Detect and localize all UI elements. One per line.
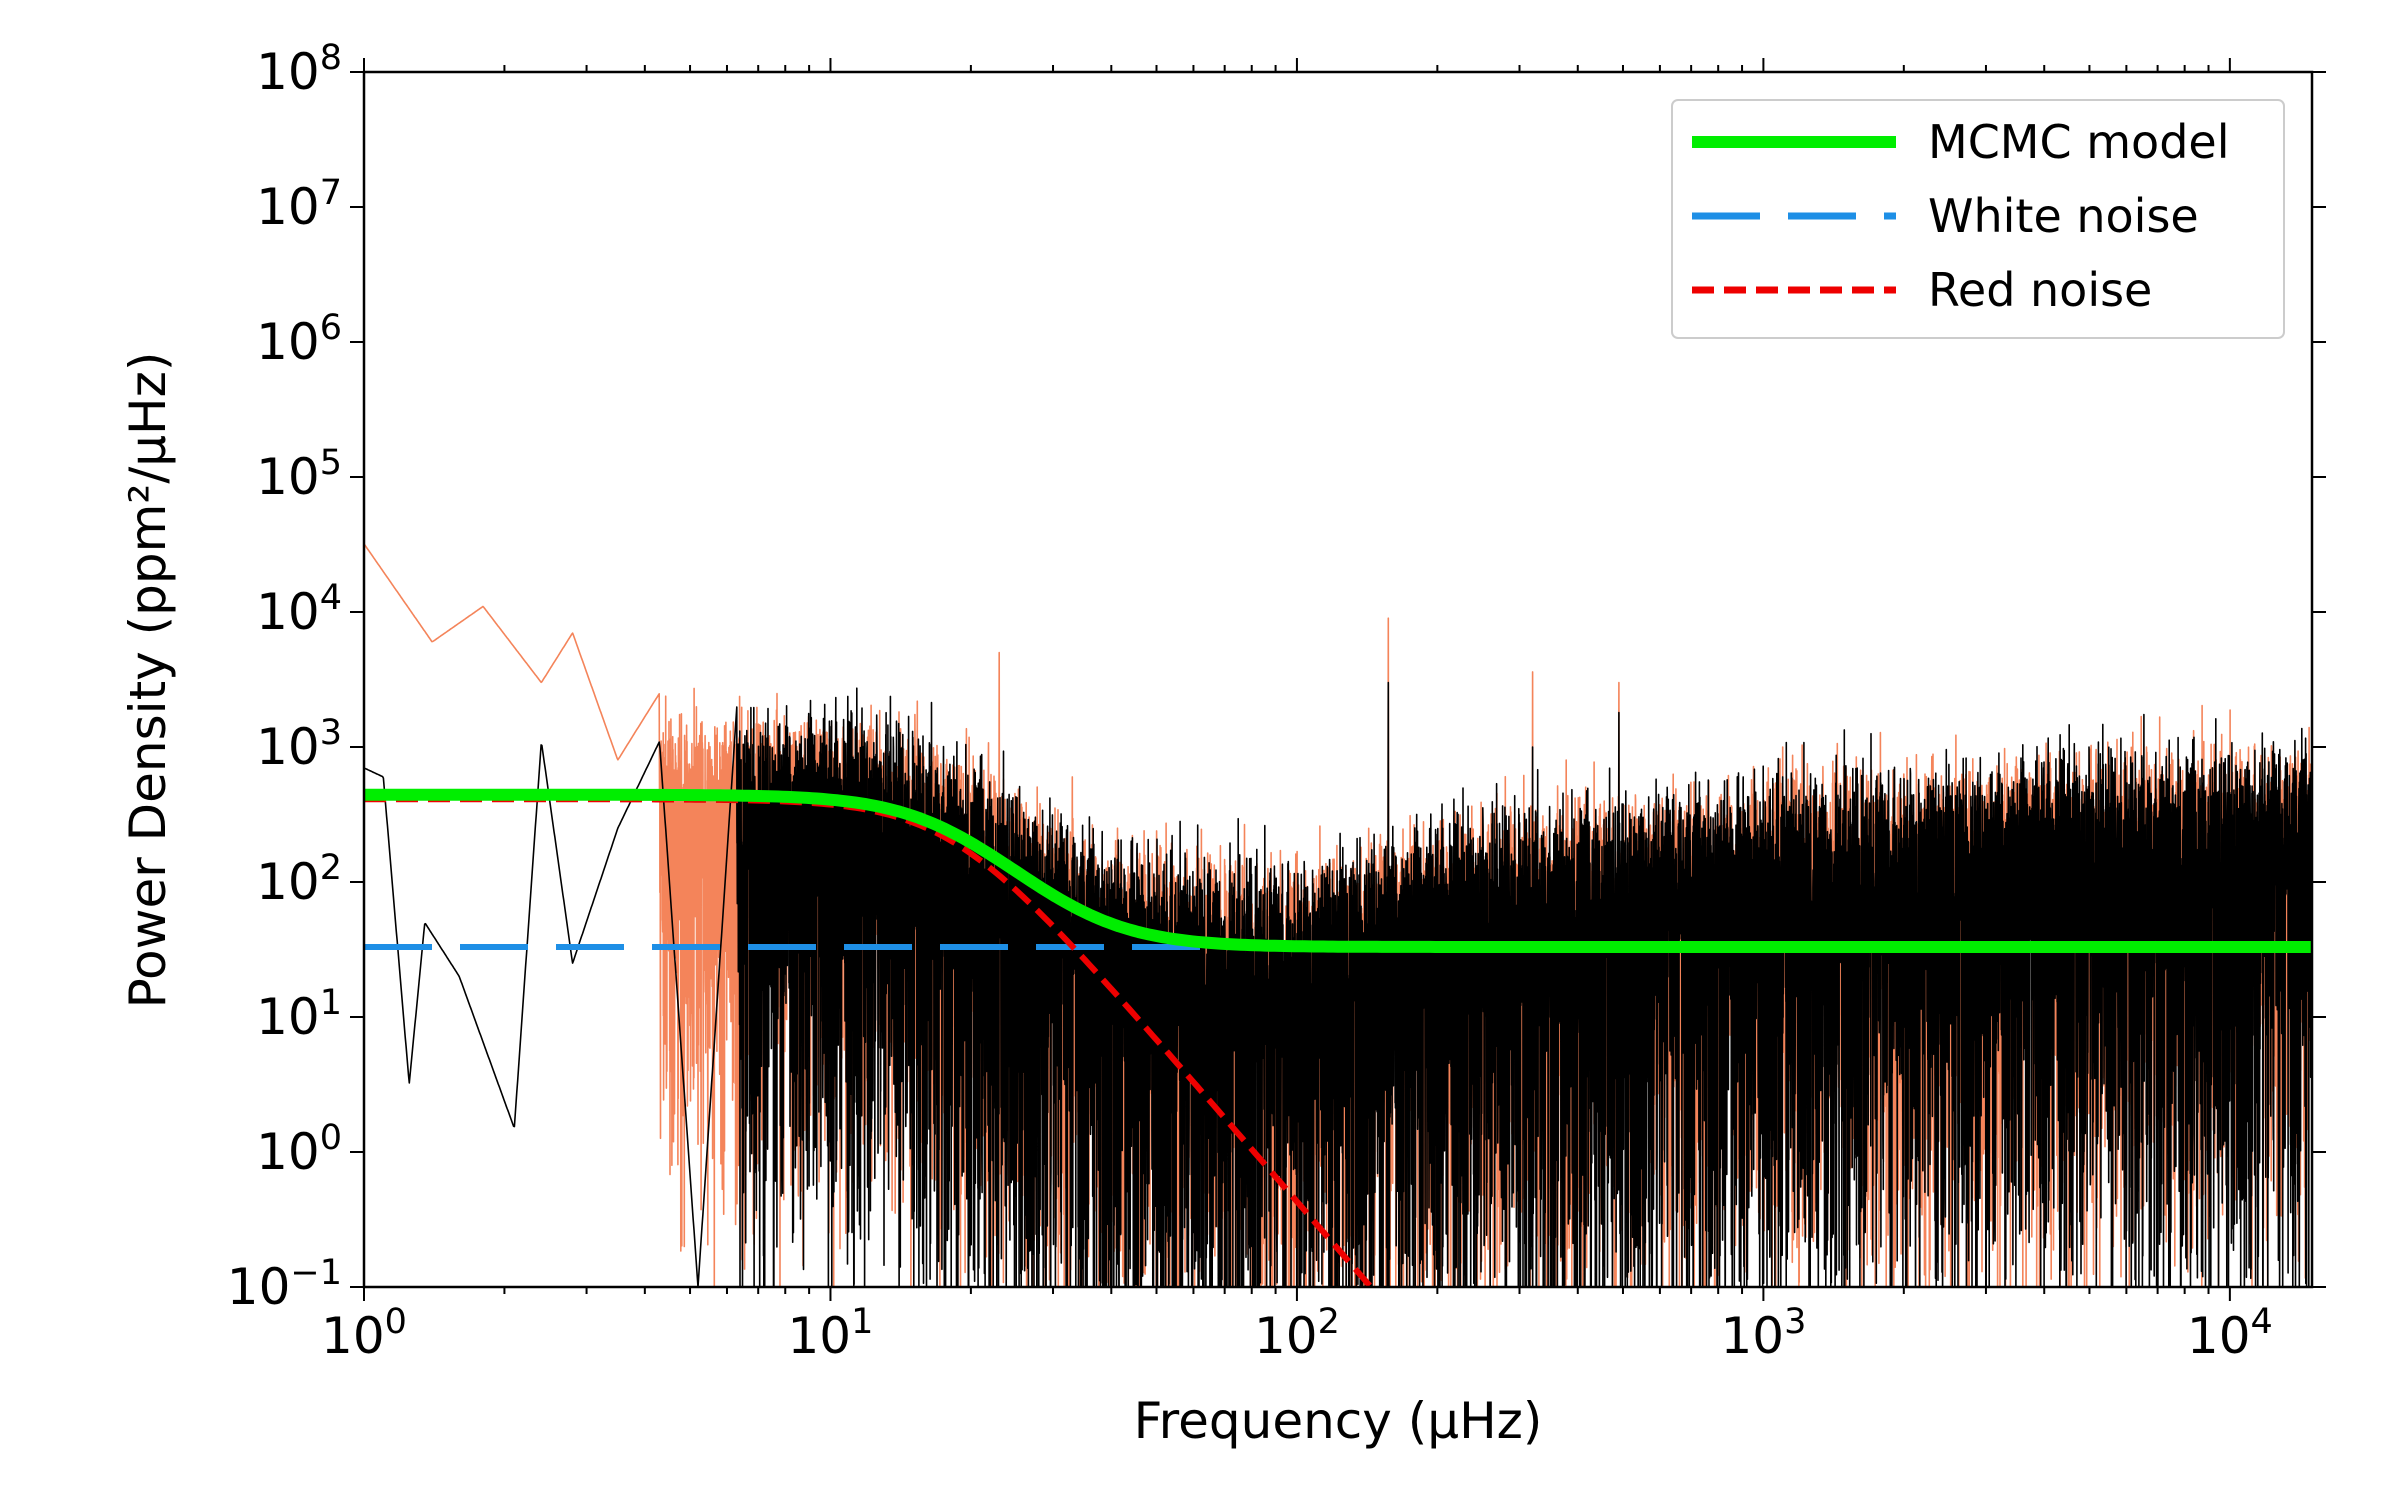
y-tick-label-3: 102 xyxy=(256,848,342,911)
ticklabel-layer: 100 101 102 103 10410−1100101102103104105106… xyxy=(227,38,2273,1365)
y-tick-label-9: 108 xyxy=(256,38,342,101)
y-tick-label-5: 104 xyxy=(256,578,342,641)
y-tick-label-0: 10−1 xyxy=(227,1253,342,1316)
x-tick-label-0: 100 xyxy=(321,1302,407,1365)
x-tick-label-3: 103 xyxy=(1720,1302,1806,1365)
y-tick-label-7: 106 xyxy=(256,308,342,371)
series-layer xyxy=(364,543,2312,1287)
x-tick-label-2: 102 xyxy=(1254,1302,1340,1365)
legend-label-mcmc-model: MCMC model xyxy=(1928,115,2229,169)
legend-label-red-noise: Red noise xyxy=(1928,263,2152,317)
legend-label-white-noise: White noise xyxy=(1928,189,2199,243)
x-axis-label: Frequency (μHz) xyxy=(1134,1392,1543,1450)
y-tick-label-8: 107 xyxy=(256,173,342,236)
x-tick-label-4: 104 xyxy=(2187,1302,2273,1365)
mcmc-model-line xyxy=(364,788,2312,953)
y-tick-label-6: 105 xyxy=(256,443,342,506)
x-tick-label-1: 101 xyxy=(788,1302,874,1365)
legend-box xyxy=(1671,99,2285,339)
legend: MCMC model White noise Red noise xyxy=(1671,99,2285,339)
smoothed-spectrum-line xyxy=(364,681,2312,1287)
y-tick-label-1: 100 xyxy=(256,1118,342,1181)
y-tick-label-2: 101 xyxy=(256,983,342,1046)
tick-layer xyxy=(350,58,2326,1301)
y-tick-label-4: 103 xyxy=(256,713,342,776)
plot-frame xyxy=(362,70,2314,1289)
y-axis-label: Power Density (ppm²/μHz) xyxy=(119,352,177,1009)
